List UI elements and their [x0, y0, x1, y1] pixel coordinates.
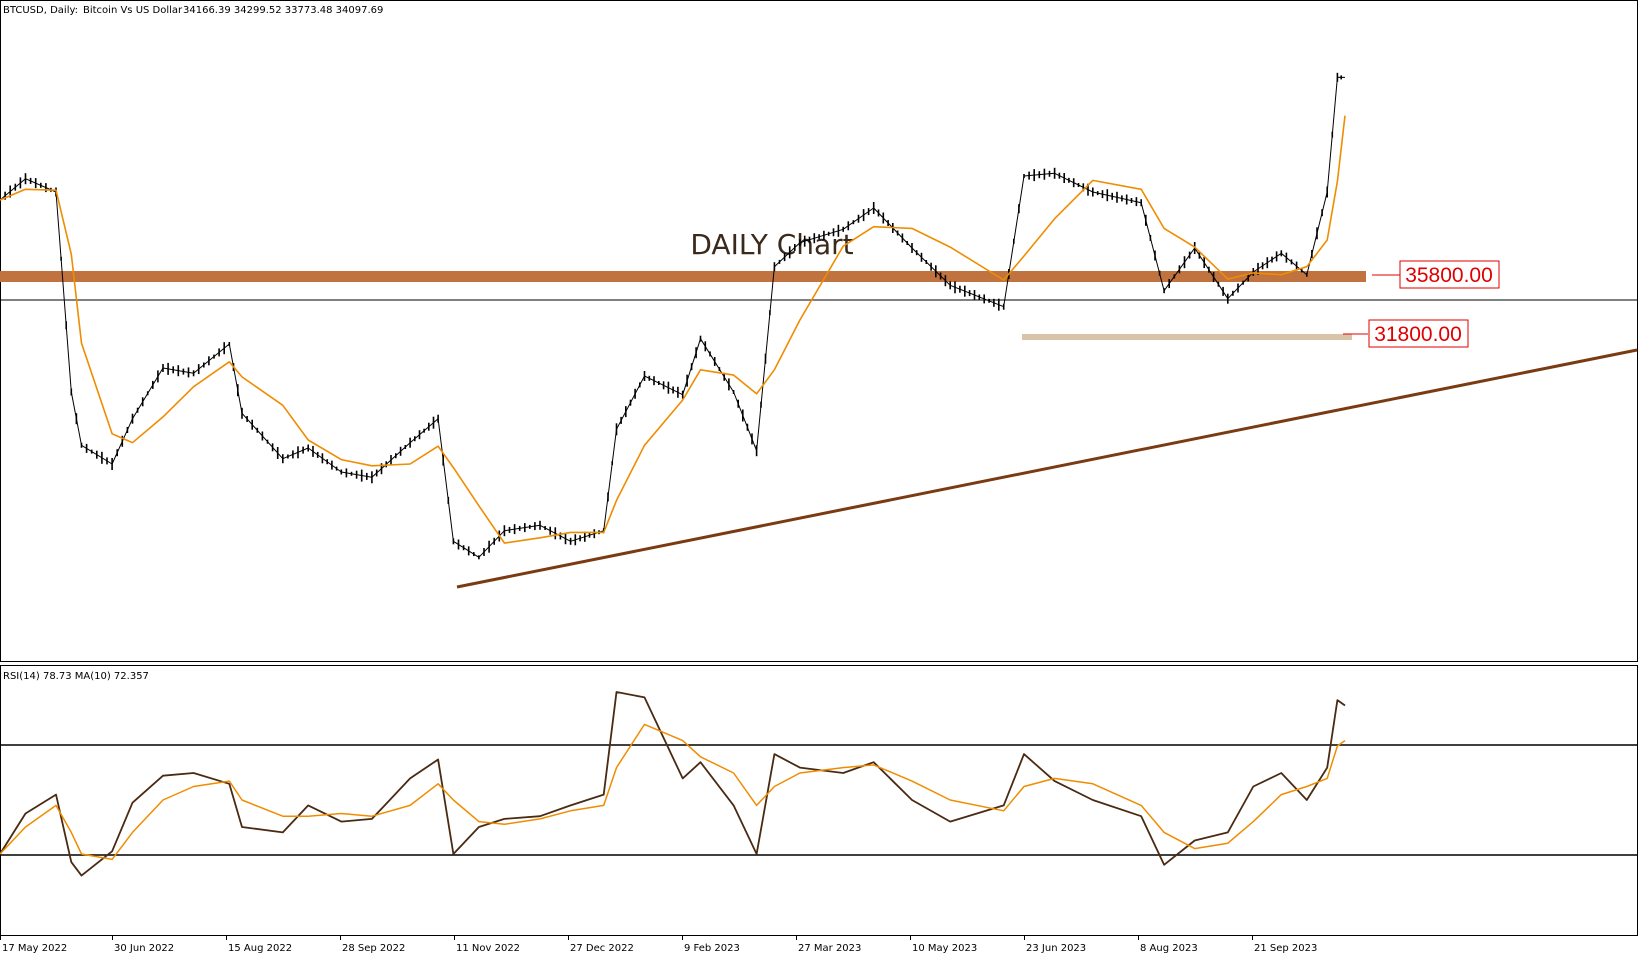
x-tick-label: 27 Mar 2023 — [798, 943, 861, 954]
x-tick-label: 11 Nov 2022 — [456, 943, 520, 954]
price-series — [0, 76, 1346, 558]
x-tick-label: 15 Aug 2022 — [228, 943, 292, 954]
support-level-label: 31800.00 — [1374, 323, 1462, 346]
rsi-line — [0, 691, 1346, 877]
symbol-label: BTCUSD, Daily: — [3, 5, 78, 16]
x-tick-label: 10 May 2023 — [912, 943, 977, 954]
x-tick-label: 23 Jun 2023 — [1026, 943, 1086, 954]
resistance-level-bar[interactable] — [0, 271, 1366, 282]
moving-average-series — [0, 115, 1346, 544]
price-close-line — [0, 76, 1346, 558]
resistance-level-label: 35800.00 — [1405, 264, 1493, 287]
rsi-ma-series — [0, 723, 1346, 861]
x-axis: 17 May 2022 30 Jun 2022 15 Aug 2022 28 Sep … — [0, 935, 1317, 954]
x-tick-label: 28 Sep 2022 — [342, 943, 405, 954]
x-tick-label: 27 Dec 2022 — [570, 943, 634, 954]
x-tick-label: 9 Feb 2023 — [684, 943, 740, 954]
support-zone-bar[interactable] — [1022, 334, 1352, 340]
rising-trendline[interactable] — [456, 348, 1638, 589]
rsi-panel-frame — [0, 665, 1638, 936]
rsi-ma-line — [0, 723, 1346, 861]
ohlc-values: 34166.39 34299.52 33773.48 34097.69 — [183, 5, 383, 16]
rsi-indicator-label: RSI(14) 78.73 MA(10) 72.357 — [3, 671, 149, 682]
x-tick-label: 17 May 2022 — [2, 943, 67, 954]
chart-annotation-title: DAILY Chart — [690, 228, 853, 261]
x-tick-label: 30 Jun 2022 — [114, 943, 174, 954]
x-tick-label: 8 Aug 2023 — [1140, 943, 1198, 954]
instrument-name: Bitcoin Vs US Dollar — [83, 5, 183, 16]
x-tick-label: 21 Sep 2023 — [1254, 943, 1317, 954]
rsi-series — [0, 691, 1346, 877]
support-level-box — [1368, 319, 1469, 348]
price-moving-average-line — [0, 115, 1346, 544]
resistance-level-box — [1399, 260, 1500, 289]
price-bars — [0, 72, 1342, 560]
